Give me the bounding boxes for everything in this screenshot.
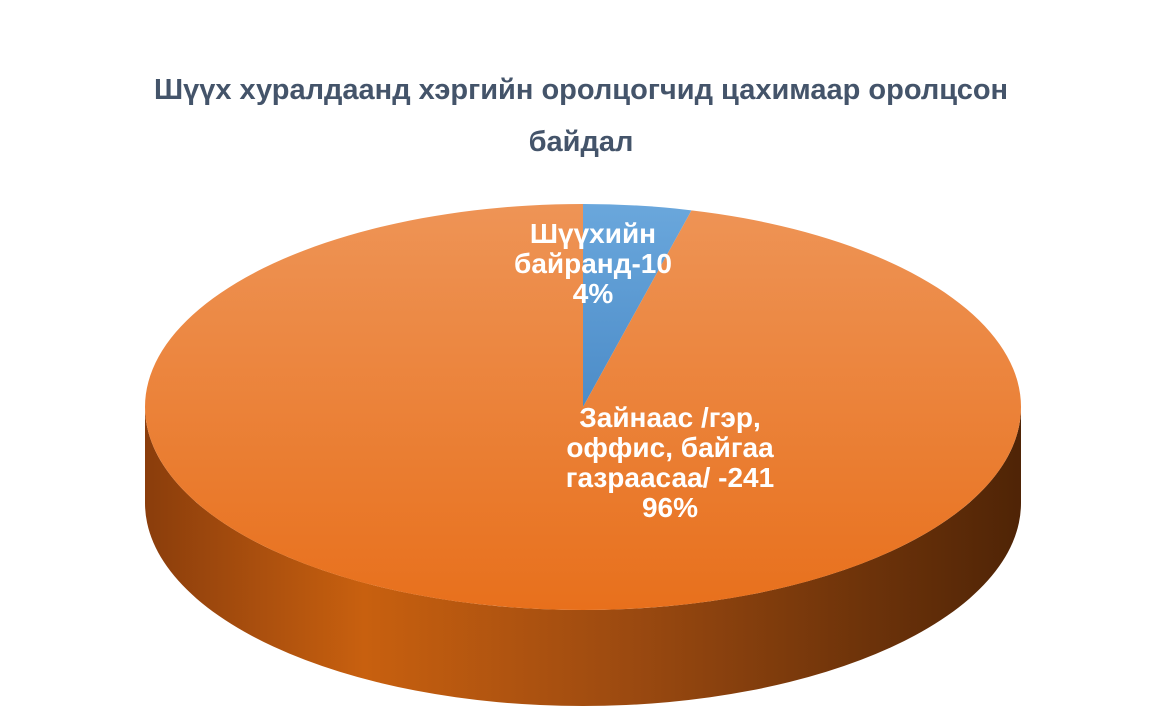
slice-label-1-line-3: 4% [573, 278, 614, 309]
chart-title-line-1: Шүүх хуралдаанд хэргийн оролцогчид цахим… [153, 74, 1009, 106]
pie-slice-1 [583, 204, 692, 407]
slice-label-1: Шүүхийн байранд-10 4% [514, 218, 672, 309]
slice-label-2-line-4: 96% [642, 492, 698, 523]
slice-label-1-line-2: байранд-10 [514, 248, 672, 279]
chart-title-line-2: байдал [528, 126, 634, 158]
slice-label-2-line-1: Зайнаас /гэр, [579, 402, 761, 433]
pie-side-wall-shape [145, 407, 1021, 706]
chart-title: Шүүх хуралдаанд хэргийн оролцогчид цахим… [100, 64, 1062, 168]
pie-slice-2 [144, 203, 1022, 610]
slice-label-2: Зайнаас /гэр, оффис, байгаа газраасаа/ -24… [566, 402, 774, 523]
pie-side-wall [145, 407, 1021, 706]
pie-labels: Шүүхийн байранд-10 4% Зайнаас /гэр, оффис, б… [514, 218, 774, 523]
slice-label-2-line-2: оффис, байгаа [566, 432, 774, 463]
slice-label-2-line-3: газраасаа/ -241 [566, 462, 774, 493]
pie-top-face [144, 203, 1022, 610]
slice-label-1-line-1: Шүүхийн [530, 218, 656, 249]
